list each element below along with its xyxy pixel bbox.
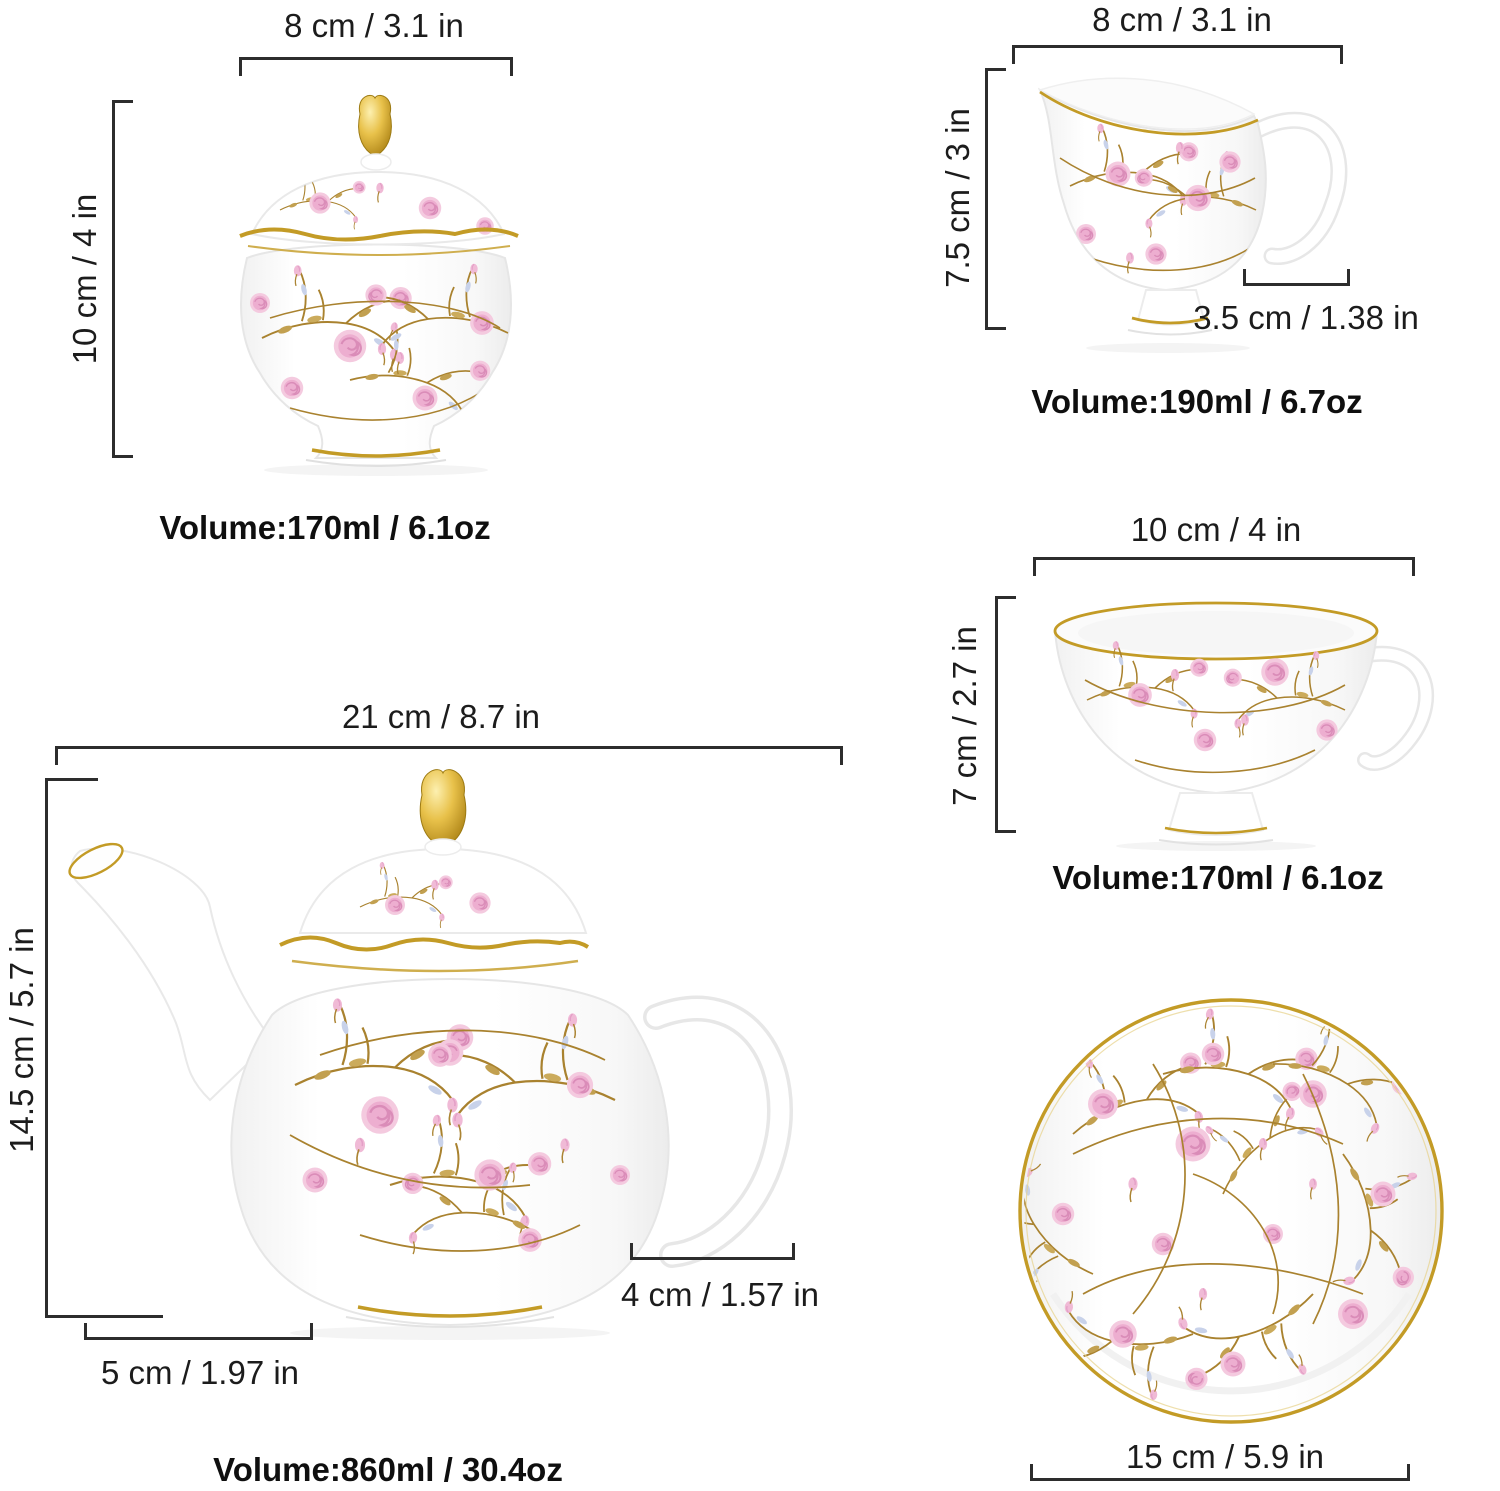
creamer-handle-dimension-line [1243,269,1350,286]
creamer-width-label: 8 cm / 3.1 in [1092,1,1272,38]
creamer-volume-label: Volume:190ml / 6.7oz [1031,383,1363,420]
sugar-bowl-volume-label: Volume:170ml / 6.1oz [159,509,491,546]
saucer-diameter-dimension-line [1030,1464,1410,1481]
sugar-bowl-height-dimension-line [112,100,133,458]
creamer-photo [1037,77,1348,353]
teapot-volume-label: Volume:860ml / 30.4oz [213,1451,563,1488]
creamer-width-dimension-line [1012,45,1343,64]
teacup-width-label: 10 cm / 4 in [1130,511,1302,548]
teacup-photo [1053,601,1435,851]
teapot-height-dimension-line [45,778,163,1318]
sugar-bowl-width-dimension-line [239,57,513,76]
teapot-width-dimension-line [55,746,843,765]
sugar-bowl-width-label: 8 cm / 3.1 in [284,7,464,44]
teacup-height-label: 7 cm / 2.7 in [946,626,983,806]
sugar-bowl-height-label: 10 cm / 4 in [66,193,103,365]
teapot-base-dimension-line [630,1243,795,1260]
teapot-photo [68,769,793,1340]
teapot-base-width-label: 4 cm / 1.57 in [620,1276,820,1313]
teapot-width-label: 21 cm / 8.7 in [341,698,541,735]
sugar-bowl-photo [239,94,519,476]
teacup-width-dimension-line [1033,557,1415,576]
saucer-diameter-label: 15 cm / 5.9 in [1125,1438,1325,1475]
teapot-spout-dimension-line [84,1323,313,1340]
saucer-photo [1018,998,1444,1424]
teapot-height-label: 14.5 cm / 5.7 in [3,927,40,1153]
teapot-spout-width-label: 5 cm / 1.97 in [100,1354,300,1391]
creamer-handle-width-label: 3.5 cm / 1.38 in [1193,299,1419,336]
creamer-height-label: 7.5 cm / 3 in [939,108,976,288]
teacup-height-dimension-line [995,596,1016,833]
creamer-height-dimension-line [985,68,1006,330]
teacup-volume-label: Volume:170ml / 6.1oz [1052,859,1384,896]
